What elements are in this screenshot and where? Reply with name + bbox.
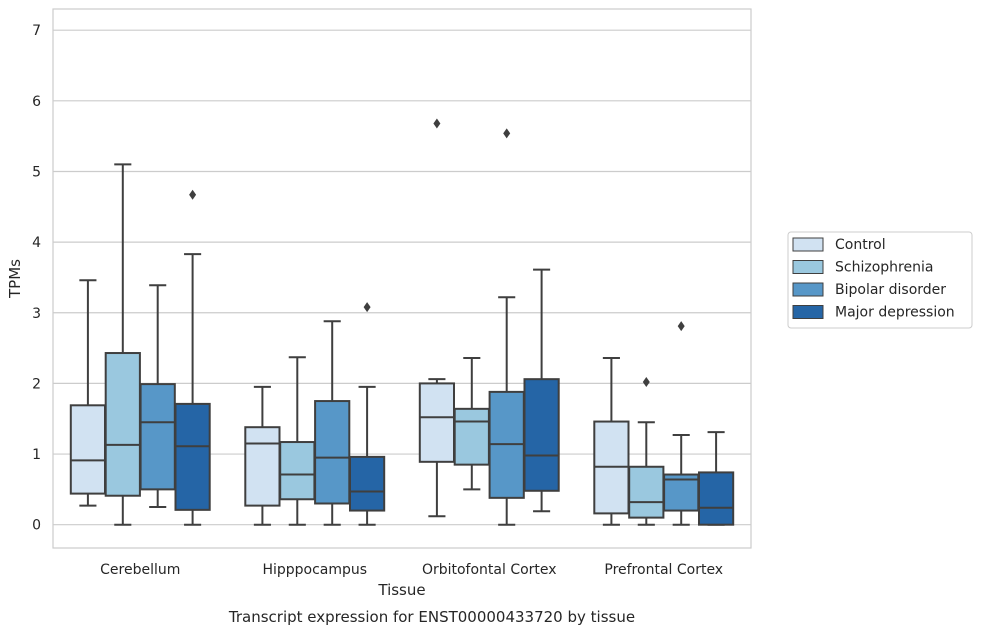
box-body bbox=[523, 378, 560, 492]
legend-label: Major depression bbox=[835, 305, 955, 321]
outlier-point bbox=[503, 128, 511, 139]
x-axis-title: Tissue bbox=[377, 581, 425, 599]
y-tick-label: 1 bbox=[32, 447, 41, 463]
x-tick-label: Cerebellum bbox=[100, 562, 180, 578]
box-1-1 bbox=[279, 356, 316, 526]
box-0-0 bbox=[69, 279, 107, 507]
y-tick-label: 4 bbox=[32, 235, 41, 251]
legend-swatch bbox=[792, 282, 824, 297]
outlier-point bbox=[433, 118, 441, 129]
legend-label: Control bbox=[835, 237, 886, 253]
box-2-1 bbox=[453, 356, 490, 491]
legend: Control Schizophrenia Bipolar disorder Majo… bbox=[787, 231, 973, 329]
box-body bbox=[174, 402, 211, 511]
box-1-0 bbox=[244, 385, 281, 526]
outlier-point bbox=[642, 376, 650, 387]
legend-label: Bipolar disorder bbox=[835, 282, 946, 298]
box-body bbox=[314, 400, 351, 505]
box-body bbox=[697, 471, 735, 526]
y-tick-label: 2 bbox=[32, 376, 41, 392]
y-tick-labels: 0 1 2 3 4 5 6 7 bbox=[32, 23, 41, 533]
y-tick-label: 5 bbox=[32, 164, 41, 180]
box-2-2 bbox=[488, 128, 525, 526]
box-3-1 bbox=[628, 376, 665, 526]
outlier-point bbox=[363, 302, 371, 313]
box-1-2 bbox=[314, 320, 351, 526]
box-1-3 bbox=[348, 302, 386, 526]
x-tick-labels: Cerebellum Hipppocampus Orbitofontal Corte… bbox=[100, 562, 723, 578]
x-tick-label: Prefrontal Cortex bbox=[604, 562, 723, 578]
box-body bbox=[279, 441, 316, 501]
box-3-2 bbox=[663, 321, 700, 526]
outlier-point bbox=[677, 321, 685, 332]
box-body bbox=[104, 352, 141, 497]
chart-caption: Transcript expression for ENST0000043372… bbox=[228, 608, 635, 626]
legend-frame bbox=[787, 231, 973, 329]
box-body bbox=[69, 404, 107, 495]
legend-swatch bbox=[792, 260, 824, 274]
outlier-point bbox=[189, 189, 197, 200]
legend-label: Schizophrenia bbox=[835, 260, 933, 276]
box-0-3 bbox=[174, 189, 211, 526]
box-3-3 bbox=[697, 431, 735, 526]
box-2-3 bbox=[523, 268, 560, 513]
plot-frame bbox=[52, 8, 752, 549]
box-body bbox=[139, 383, 176, 491]
box-2-0 bbox=[418, 118, 456, 518]
legend-swatch bbox=[792, 305, 824, 319]
box-body bbox=[348, 455, 386, 512]
box-body bbox=[453, 407, 490, 466]
box-0-1 bbox=[104, 163, 141, 526]
x-tick-label: Orbitofontal Cortex bbox=[422, 562, 557, 578]
y-tick-label: 7 bbox=[32, 23, 41, 39]
y-tick-label: 6 bbox=[32, 94, 41, 110]
box-groups bbox=[69, 118, 735, 526]
box-body bbox=[418, 382, 456, 463]
y-axis-title: TPMs bbox=[6, 259, 24, 299]
x-tick-label: Hipppocampus bbox=[262, 562, 367, 578]
box-0-2 bbox=[139, 284, 176, 509]
box-body bbox=[628, 465, 665, 519]
y-tick-label: 0 bbox=[32, 518, 41, 534]
box-body bbox=[244, 426, 281, 507]
y-tick-label: 3 bbox=[32, 306, 41, 322]
legend-swatch bbox=[792, 237, 824, 252]
